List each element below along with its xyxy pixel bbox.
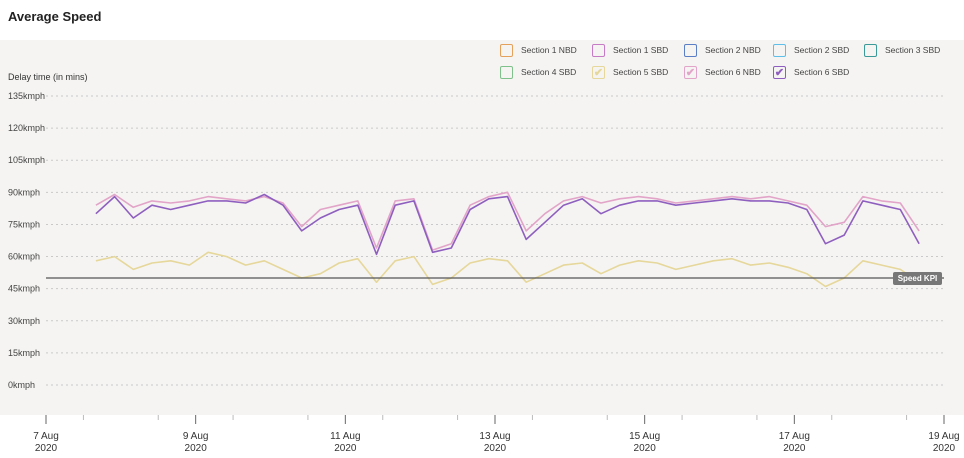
checkbox-empty-icon[interactable] <box>500 66 513 79</box>
x-tick-year: 2020 <box>185 443 208 454</box>
y-tick-label: 105kmph <box>8 155 45 165</box>
legend-label: Section 5 SBD <box>613 67 669 77</box>
legend-item-section-6-nbd[interactable]: ✔ Section 6 NBD <box>684 66 761 79</box>
x-tick-year: 2020 <box>933 443 956 454</box>
series-line-section-5-sbd[interactable] <box>95 251 920 288</box>
x-tick-year: 2020 <box>783 443 806 454</box>
legend-label: Section 6 SBD <box>794 67 850 77</box>
checkbox-checked-icon[interactable]: ✔ <box>684 66 697 79</box>
x-tick-label: 13 Aug <box>479 431 510 442</box>
legend-item-section-1-nbd[interactable]: Section 1 NBD <box>500 44 577 57</box>
legend-label: Section 1 NBD <box>521 45 577 55</box>
x-tick-label: 19 Aug <box>928 431 959 442</box>
y-tick-label: 0kmph <box>8 380 35 390</box>
legend-item-section-6-sbd[interactable]: ✔ Section 6 SBD <box>773 66 849 79</box>
x-tick-label: 15 Aug <box>629 431 660 442</box>
y-tick-label: 60kmph <box>8 252 40 262</box>
y-tick-label: 30kmph <box>8 316 40 326</box>
chart-legend: Section 1 NBD Section 1 SBD Section 2 NBD S… <box>500 44 960 90</box>
checkbox-empty-icon[interactable] <box>684 44 697 57</box>
speed-kpi-badge <box>893 271 942 285</box>
legend-label: Section 4 SBD <box>521 67 577 77</box>
y-tick-label: 135kmph <box>8 91 45 101</box>
x-tick-label: 7 Aug <box>33 431 59 442</box>
legend-label: Section 6 NBD <box>705 67 761 77</box>
legend-label: Section 1 SBD <box>613 45 669 55</box>
legend-item-section-2-sbd[interactable]: Section 2 SBD <box>773 44 849 57</box>
x-tick-year: 2020 <box>35 443 58 454</box>
checkbox-checked-icon[interactable]: ✔ <box>773 66 786 79</box>
legend-item-section-5-sbd[interactable]: ✔ Section 5 SBD <box>592 66 668 79</box>
legend-item-section-3-sbd[interactable]: Section 3 SBD <box>864 44 940 57</box>
legend-label: Section 2 NBD <box>705 45 761 55</box>
y-axis-label: Delay time (in mins) <box>8 72 88 82</box>
speed-kpi-label: Speed KPI <box>898 274 938 283</box>
checkbox-empty-icon[interactable] <box>773 44 786 57</box>
legend-item-section-4-sbd[interactable]: Section 4 SBD <box>500 66 576 79</box>
x-tick-year: 2020 <box>484 443 507 454</box>
legend-label: Section 2 SBD <box>794 45 850 55</box>
checkbox-empty-icon[interactable] <box>500 44 513 57</box>
x-tick-label: 9 Aug <box>183 431 209 442</box>
legend-item-section-1-sbd[interactable]: Section 1 SBD <box>592 44 668 57</box>
y-tick-label: 90kmph <box>8 187 40 197</box>
y-tick-label: 15kmph <box>8 348 40 358</box>
series-line-section-6-sbd[interactable] <box>95 193 920 256</box>
checkbox-empty-icon[interactable] <box>592 44 605 57</box>
y-tick-label: 45kmph <box>8 284 40 294</box>
chart-title: Average Speed <box>8 9 102 24</box>
checkbox-empty-icon[interactable] <box>864 44 877 57</box>
checkbox-checked-icon[interactable]: ✔ <box>592 66 605 79</box>
legend-item-section-2-nbd[interactable]: Section 2 NBD <box>684 44 761 57</box>
legend-label: Section 3 SBD <box>885 45 941 55</box>
y-tick-label: 75kmph <box>8 219 40 229</box>
x-tick-year: 2020 <box>334 443 357 454</box>
x-tick-label: 17 Aug <box>779 431 810 442</box>
x-tick-year: 2020 <box>634 443 657 454</box>
y-tick-label: 120kmph <box>8 123 45 133</box>
series-line-section-6-nbd[interactable] <box>95 191 920 251</box>
x-tick-label: 11 Aug <box>330 431 360 442</box>
